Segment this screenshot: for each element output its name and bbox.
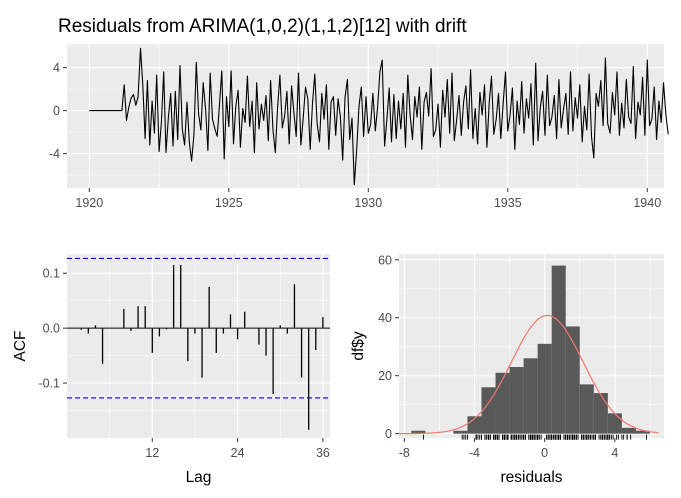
acf-x-tick-label-24: 24 xyxy=(231,446,245,460)
y-tick-label-4: 4 xyxy=(53,61,60,75)
hist-y-tick-label-0: 0 xyxy=(385,427,392,441)
hist-bar-14 xyxy=(607,413,622,434)
acf-x-tick-label-12: 12 xyxy=(145,446,159,460)
x-tick-label-1935: 1935 xyxy=(494,196,522,210)
hist-bar-0 xyxy=(411,430,426,434)
acf-y-tick-label-0.1: 0.1 xyxy=(43,267,60,281)
x-tick-label-1940: 1940 xyxy=(633,196,661,210)
figure-title: Residuals from ARIMA(1,0,2)(1,1,2)[12] w… xyxy=(58,16,467,37)
hist-bar-12 xyxy=(579,384,594,434)
hist-y-tick-label-60: 60 xyxy=(378,253,392,267)
hist-y-tick-label-40: 40 xyxy=(378,311,392,325)
acf-y-axis-title: ACF xyxy=(12,331,29,362)
hist-y-axis-title: df$y xyxy=(350,331,367,361)
acf-x-tick-label-36: 36 xyxy=(316,446,330,460)
x-tick-label-1930: 1930 xyxy=(354,196,382,210)
hist-x-tick-label-4: 4 xyxy=(611,446,618,460)
hist-normal-density-curve xyxy=(399,314,659,435)
hist-x-tick-label--8: -8 xyxy=(399,446,410,460)
acf-panel: 12 24 36 0.1 0.0 -0.1 Lag ACF xyxy=(12,254,330,486)
y-tick-label-0: 0 xyxy=(53,104,60,118)
hist-bar-8 xyxy=(523,358,538,434)
hist-bar-5 xyxy=(481,387,496,434)
y-tick-label--4: -4 xyxy=(49,147,60,161)
acf-y-tick-label--0.1: -0.1 xyxy=(38,377,60,391)
hist-x-tick-label-0: 0 xyxy=(541,446,548,460)
x-tick-label-1920: 1920 xyxy=(75,196,103,210)
hist-bar-11 xyxy=(565,326,580,434)
x-tick-label-1925: 1925 xyxy=(215,196,243,210)
hist-x-tick-label--4: -4 xyxy=(469,446,480,460)
hist-y-tick-label-20: 20 xyxy=(378,369,392,383)
hist-bar-3 xyxy=(453,430,468,434)
hist-bar-13 xyxy=(593,393,608,434)
acf-x-axis-title: Lag xyxy=(186,469,212,486)
hist-bar-9 xyxy=(537,343,552,434)
hist-bar-7 xyxy=(509,367,524,434)
hist-bar-16 xyxy=(635,430,650,434)
hist-bar-6 xyxy=(495,372,510,434)
hist-bar-10 xyxy=(551,265,566,434)
acf-panel-background xyxy=(67,254,330,438)
hist-bar-15 xyxy=(621,427,636,434)
residual-series-panel: 1920 1925 1930 1935 1940 -4 0 4 xyxy=(49,44,669,210)
acf-y-tick-label-0.0: 0.0 xyxy=(43,322,60,336)
hist-x-axis-title: residuals xyxy=(500,469,562,486)
residual-line xyxy=(89,47,669,186)
hist-bar-4 xyxy=(467,416,482,434)
